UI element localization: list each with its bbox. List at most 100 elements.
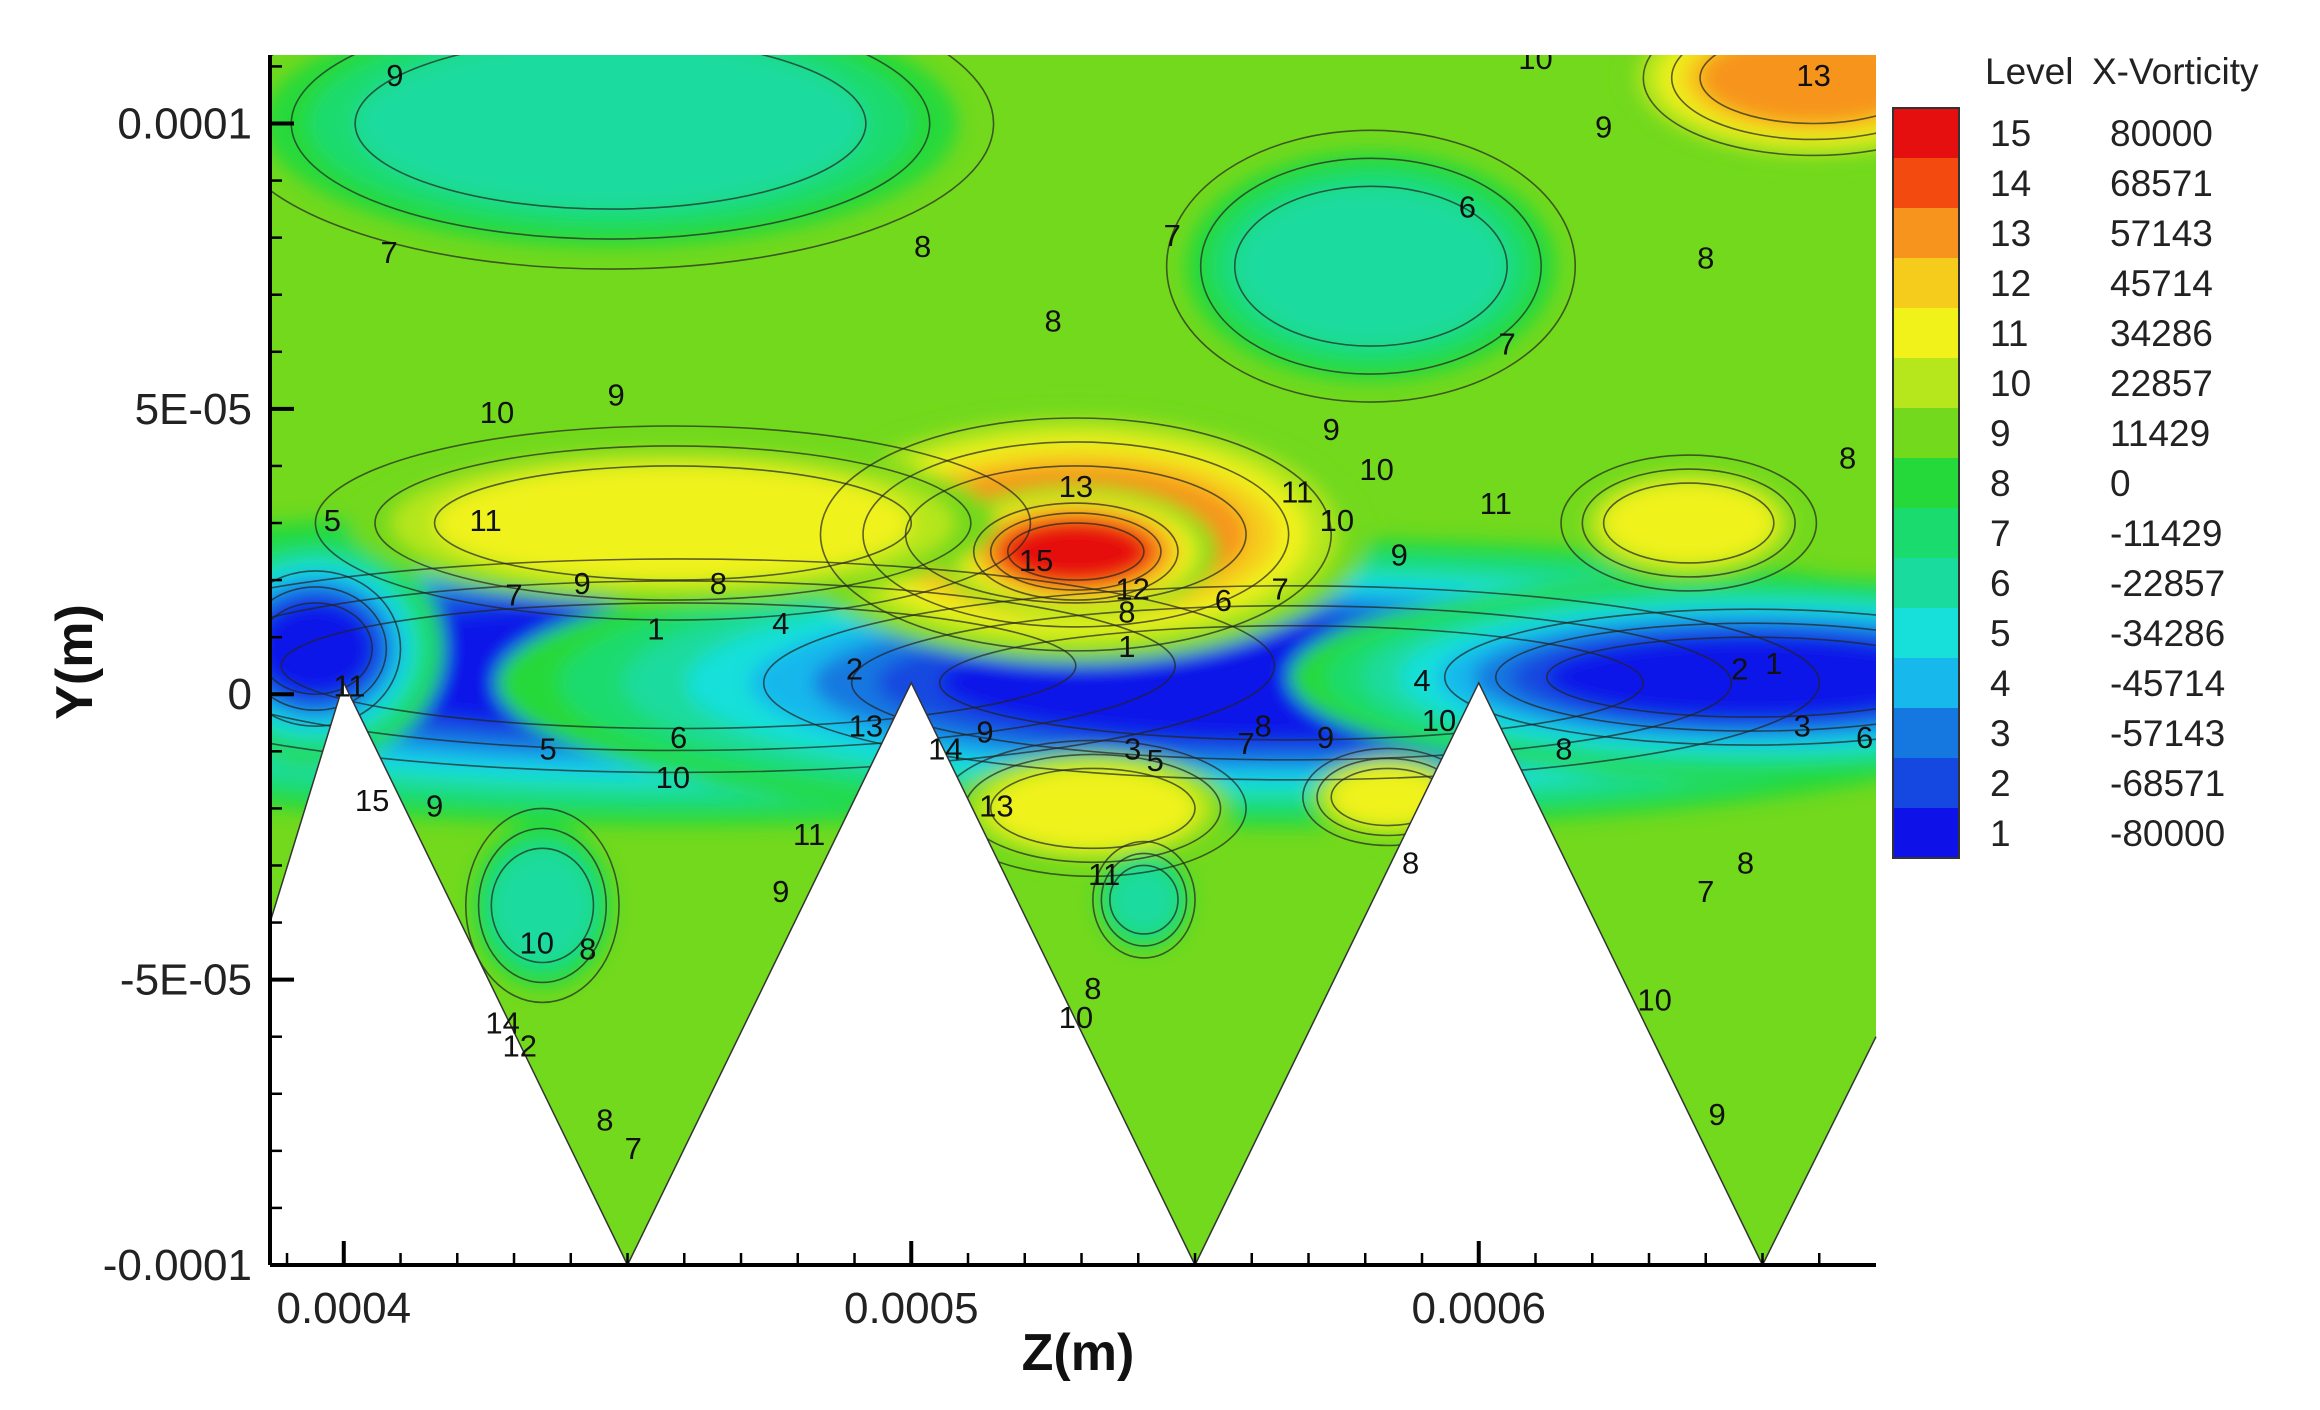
contour-label: 9 (772, 874, 789, 909)
contour-label: 7 (1272, 572, 1289, 607)
legend-swatch (1893, 758, 1959, 808)
contour-line (1109, 864, 1179, 935)
contour-label: 8 (1045, 303, 1062, 338)
contour-label: 13 (1796, 58, 1830, 93)
contour-label: 8 (1084, 971, 1101, 1006)
legend-swatch (1893, 208, 1959, 258)
legend-value: 11429 (2110, 413, 2210, 454)
legend-value: 0 (2110, 463, 2131, 504)
legend-value: 45714 (2110, 263, 2213, 304)
legend-level: 1 (1990, 813, 2011, 854)
contour-label: 9 (573, 566, 590, 601)
legend-level: 8 (1990, 463, 2011, 504)
contour-label: 8 (579, 931, 596, 966)
contour-line (374, 445, 972, 601)
legend-swatch (1893, 158, 1959, 208)
contour-core (434, 465, 912, 581)
contour-line (972, 502, 1179, 601)
contour-label: 8 (596, 1102, 613, 1137)
legend-value: -45714 (2110, 663, 2225, 704)
contour-label: 8 (914, 229, 931, 264)
contour-label: 6 (1856, 720, 1873, 755)
legend-swatch (1893, 658, 1959, 708)
contour-label: 10 (656, 760, 690, 795)
legend-value: 57143 (2110, 213, 2213, 254)
legend-level: 6 (1990, 563, 2011, 604)
contour-line (490, 847, 595, 964)
contour-label: 8 (710, 566, 727, 601)
legend-level: 3 (1990, 713, 2011, 754)
contour-line (270, 558, 1276, 774)
contour-label: 7 (1697, 874, 1714, 909)
wall-edge (269, 680, 1877, 1267)
contour-label: 9 (608, 378, 625, 413)
legend-level: 12 (1990, 263, 2031, 304)
contour-line (1642, 55, 1876, 157)
contour-line (1233, 185, 1508, 347)
contour-label: 8 (1555, 732, 1572, 767)
legend-level: 5 (1990, 613, 2011, 654)
legend-level: 2 (1990, 763, 2011, 804)
contour-label: 7 (625, 1131, 642, 1166)
contour-core (1603, 483, 1774, 563)
legend-frame (1892, 107, 1960, 859)
legend-swatch (1893, 558, 1959, 608)
contour-line (1602, 482, 1775, 564)
contour-line (1581, 468, 1796, 578)
legend-swatch (1893, 108, 1959, 158)
legend-swatch (1893, 708, 1959, 758)
x-tick-label: 0.0005 (844, 1284, 979, 1333)
contour-label: 9 (1323, 412, 1340, 447)
legend-swatch (1893, 308, 1959, 358)
contour-label: 12 (502, 1028, 536, 1063)
legend-value: 22857 (2110, 363, 2213, 404)
contour-label: 8 (1402, 846, 1419, 881)
legend-value: -80000 (2110, 813, 2225, 854)
legend-value: -22857 (2110, 563, 2225, 604)
contour-line (270, 602, 373, 696)
contour-label: 8 (1118, 595, 1135, 630)
contour-core (990, 768, 1196, 849)
legend-value: -57143 (2110, 713, 2225, 754)
contour-label: 10 (1518, 41, 1552, 76)
contour-label: 8 (1737, 846, 1754, 881)
contour-label: 8 (1839, 440, 1856, 475)
contour-label: 10 (1359, 452, 1393, 487)
y-tick-label: -5E-05 (120, 956, 252, 1005)
contour-core (1109, 865, 1178, 934)
contour-label: 14 (485, 1005, 519, 1040)
contour-line (862, 441, 1290, 628)
contour-core (1546, 637, 1876, 718)
contour-core (1234, 186, 1508, 347)
contour-label: 15 (1019, 543, 1053, 578)
contour-line (1006, 522, 1145, 581)
contour-line (270, 570, 402, 727)
contour-line (989, 767, 1196, 850)
contour-core (1007, 523, 1144, 581)
contour-label: 9 (1317, 720, 1334, 755)
contour-label: 10 (519, 926, 553, 961)
contour-label: 9 (1708, 1097, 1725, 1132)
contour-line (1495, 622, 1876, 732)
contour-line (938, 624, 1645, 741)
contour-label: 5 (324, 503, 341, 538)
contour-line (850, 604, 1733, 761)
contour-label: 10 (1637, 983, 1671, 1018)
x-axis-title: Z(m) (1022, 1324, 1135, 1382)
contour-line (354, 55, 867, 210)
contour-label: 7 (381, 235, 398, 270)
contour-label: 11 (333, 669, 365, 704)
contour-label: 5 (539, 732, 556, 767)
contour-label: 7 (1237, 726, 1254, 761)
contour-label: 2 (846, 652, 863, 687)
contour-line (762, 585, 1821, 781)
legend-value: -68571 (2110, 763, 2225, 804)
contour-label: 11 (470, 503, 502, 538)
contour-label: 1 (647, 612, 664, 647)
legend-level: 13 (1990, 213, 2031, 254)
contour-line (1199, 157, 1542, 375)
contour-label: 11 (1088, 857, 1120, 892)
contour-line (464, 807, 620, 1004)
